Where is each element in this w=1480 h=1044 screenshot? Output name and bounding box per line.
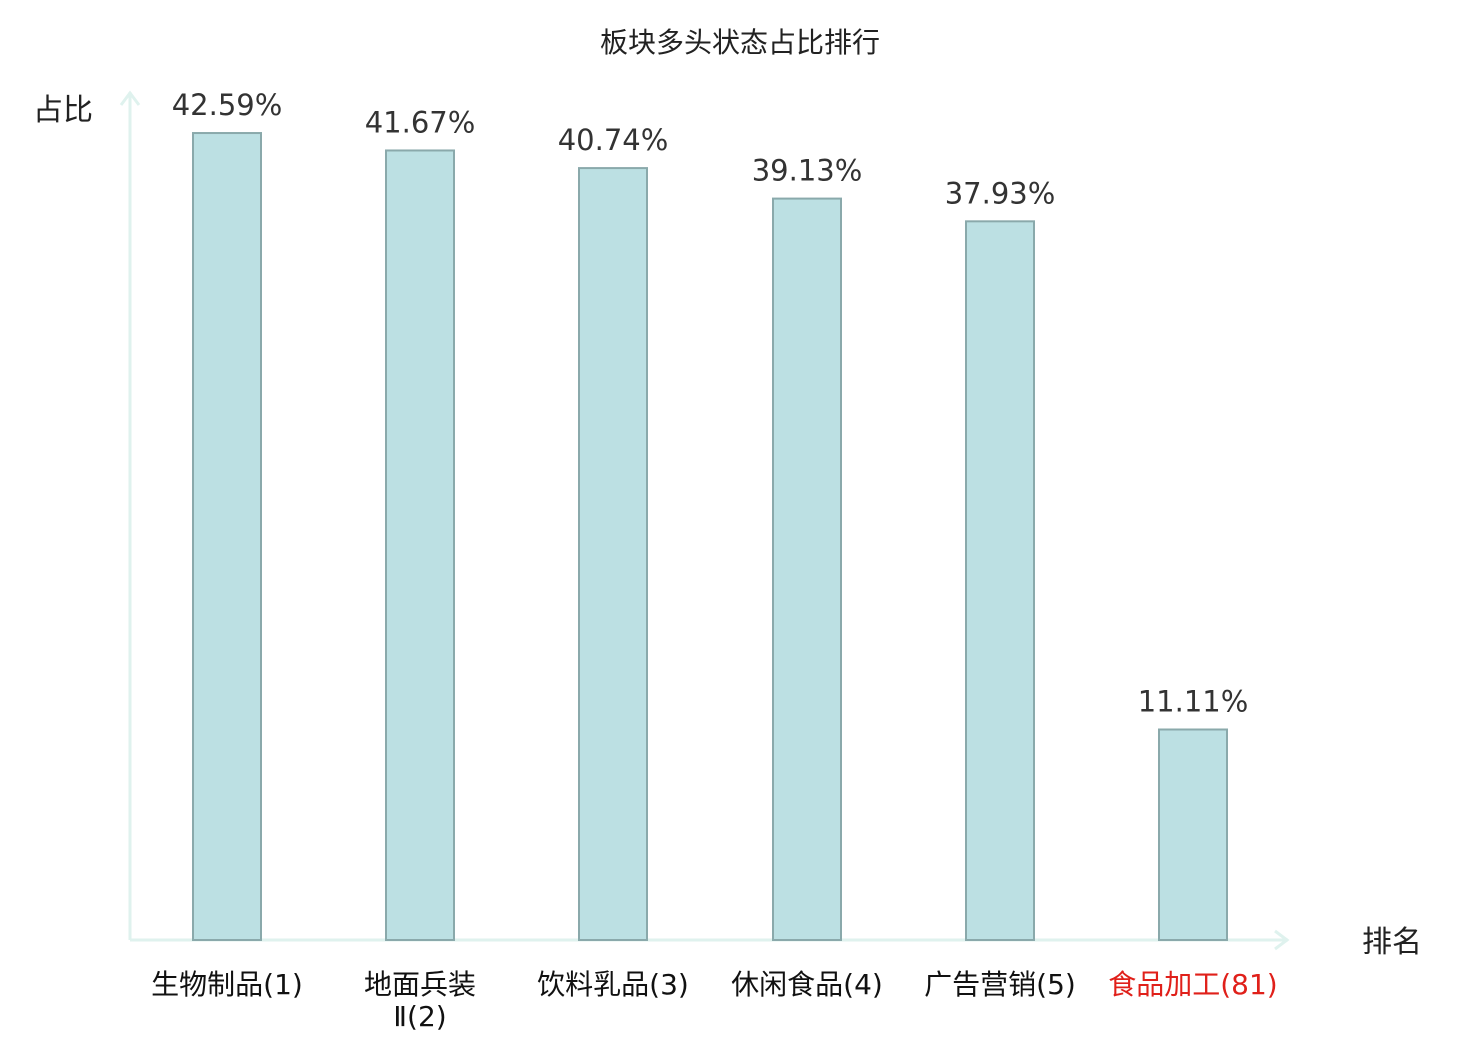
category-label-2-line-1: 地面兵装 <box>364 968 476 1001</box>
data-label-3: 40.74% <box>558 123 669 157</box>
bar-1 <box>192 132 262 942</box>
category-label-2-line-2: Ⅱ(2) <box>393 1000 446 1033</box>
category-label-6: 食品加工(81) <box>1108 968 1277 1001</box>
category-label-1: 生物制品(1) <box>151 968 303 1001</box>
chart-title: 板块多头状态占比排行 <box>600 26 880 59</box>
x-axis-arrow-icon <box>1274 929 1290 951</box>
category-label-4: 休闲食品(4) <box>731 968 883 1001</box>
bar-5 <box>965 220 1035 942</box>
y-axis-label: 占比 <box>33 93 93 128</box>
bar-3 <box>578 167 648 941</box>
category-label-5: 广告营销(5) <box>924 968 1076 1001</box>
category-label-3: 饮料乳品(3) <box>537 968 689 1001</box>
data-label-5: 37.93% <box>945 176 1056 210</box>
bar-4 <box>772 197 842 941</box>
bar-2 <box>385 149 455 942</box>
bar-6 <box>1158 728 1228 942</box>
value-labels-group: 42.59% 41.67% 40.74% 39.13% 37.93% 11.11% <box>172 88 1249 718</box>
data-label-2: 41.67% <box>365 105 476 139</box>
axes <box>119 90 1290 951</box>
x-axis-label: 排名 <box>1362 925 1422 960</box>
data-label-6: 11.11% <box>1138 684 1249 718</box>
y-axis-arrow-icon <box>119 90 141 106</box>
data-label-1: 42.59% <box>172 88 283 122</box>
bars-group <box>192 132 1228 942</box>
data-label-4: 39.13% <box>752 154 863 188</box>
